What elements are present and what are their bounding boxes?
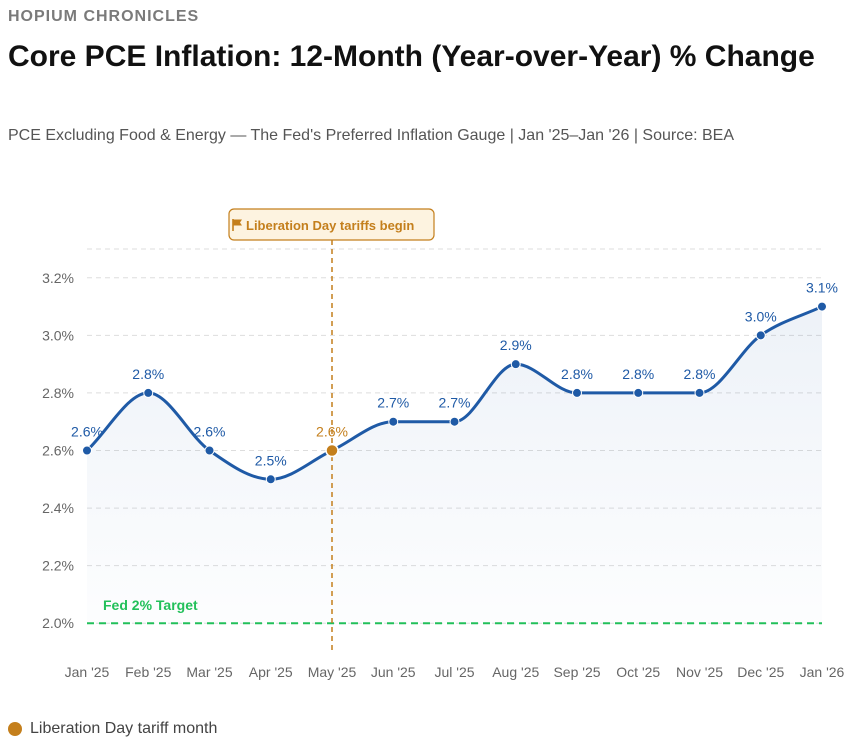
data-point — [755, 330, 766, 341]
data-point — [265, 474, 276, 485]
y-axis-ticks: 2.0% 2.2% 2.4% 2.6% 2.8% 3.0% 3.2% — [42, 270, 74, 631]
data-label: 2.6% — [194, 424, 226, 440]
x-tick-label: Jan '25 — [65, 664, 110, 680]
data-label: 2.8% — [684, 366, 716, 382]
x-tick-label: Jun '25 — [371, 664, 416, 680]
data-point — [510, 359, 521, 370]
x-tick-label: Aug '25 — [492, 664, 539, 680]
flag-shape — [233, 219, 242, 226]
x-tick-label: Dec '25 — [737, 664, 784, 680]
legend-marker — [8, 722, 22, 736]
data-point — [817, 301, 827, 312]
data-point — [694, 387, 705, 398]
x-axis-ticks: Jan '25 Feb '25 Mar '25 Apr '25 May '25 Jun '… — [65, 664, 845, 680]
y-tick-label: 3.2% — [42, 270, 74, 286]
data-point — [572, 387, 582, 398]
area-fill — [87, 306, 822, 624]
x-tick-label: May '25 — [308, 664, 357, 680]
data-point — [388, 416, 399, 427]
annotation-label: Liberation Day tariffs begin — [246, 218, 414, 233]
data-label: 3.1% — [806, 280, 838, 296]
x-tick-label: Mar '25 — [186, 664, 232, 680]
x-tick-label: Jan '26 — [800, 664, 845, 680]
data-label: 2.5% — [255, 452, 287, 468]
y-tick-label: 2.4% — [42, 500, 74, 516]
y-tick-label: 2.0% — [42, 615, 74, 631]
x-tick-label: Nov '25 — [676, 664, 723, 680]
chart-title: Core PCE Inflation: 12-Month (Year-over-… — [8, 40, 815, 73]
data-label: 2.8% — [622, 366, 654, 382]
x-tick-label: Apr '25 — [249, 664, 293, 680]
chart-subtitle: PCE Excluding Food & Energy — The Fed's … — [8, 127, 735, 144]
x-tick-label: Feb '25 — [125, 664, 171, 680]
y-tick-label: 2.6% — [42, 443, 74, 459]
x-tick-label: Jul '25 — [434, 664, 474, 680]
data-point — [143, 387, 154, 398]
highlight-point — [325, 443, 339, 458]
fed-target-label: Fed 2% Target — [103, 597, 198, 613]
brand-name: HOPIUM CHRONICLES — [8, 8, 200, 25]
data-label: 3.0% — [745, 308, 777, 324]
data-label: 2.7% — [439, 395, 471, 411]
legend: Liberation Day tariff month — [8, 720, 217, 738]
data-point — [449, 416, 460, 427]
legend-label: Liberation Day tariff month — [30, 720, 218, 737]
y-tick-label: 2.2% — [42, 558, 74, 574]
data-label: 2.6% — [71, 424, 103, 440]
data-label: 2.6% — [316, 424, 348, 440]
data-label: 2.9% — [500, 337, 532, 353]
annotation-callout: Liberation Day tariffs begin — [228, 208, 435, 241]
flag-icon — [232, 219, 242, 231]
data-label: 2.7% — [377, 395, 409, 411]
data-point — [82, 445, 92, 456]
y-tick-label: 2.8% — [42, 385, 74, 401]
data-points — [82, 301, 827, 485]
data-point — [633, 387, 644, 398]
x-tick-label: Sep '25 — [553, 664, 600, 680]
x-tick-label: Oct '25 — [616, 664, 660, 680]
data-label: 2.8% — [561, 366, 593, 382]
y-tick-label: 3.0% — [42, 327, 74, 343]
data-label: 2.8% — [132, 366, 164, 382]
annotation-box — [228, 208, 435, 241]
data-labels: 2.6% 2.8% 2.6% 2.5% 2.6% 2.7% 2.7% 2.9% 2.8% 2.8%… — [71, 280, 838, 469]
data-point — [204, 445, 215, 456]
